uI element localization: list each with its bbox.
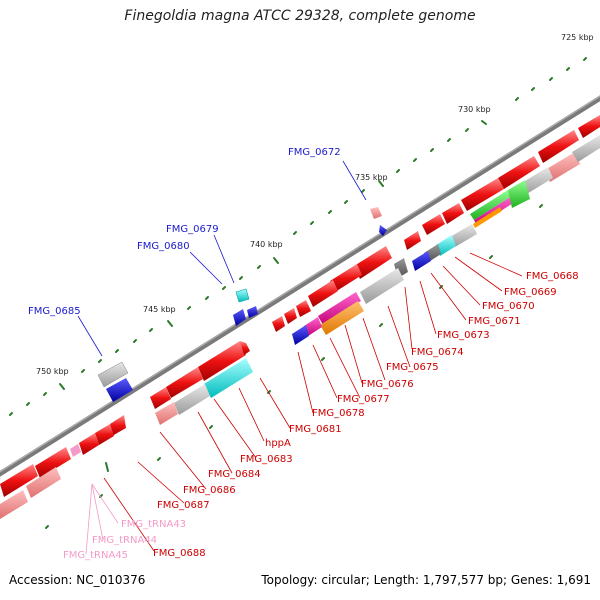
gene-fmg0685 [106, 378, 133, 402]
scale-label: 725 kbp [561, 33, 594, 42]
gene-label: FMG_0673 [437, 330, 490, 341]
scale-label: 730 kbp [458, 105, 491, 114]
gene-label: FMG_0678 [312, 408, 365, 419]
trna-label: FMG_tRNA43 [121, 519, 186, 530]
map-title: Finegoldia magna ATCC 29328, complete ge… [124, 8, 476, 24]
gene-small-pink [370, 207, 382, 219]
gene-label: FMG_0674 [411, 347, 464, 358]
gene-fmg0679 [235, 288, 250, 303]
trna-callouts [85, 483, 119, 555]
trna-label: FMG_tRNA44 [92, 535, 157, 546]
gene-label: FMG_0681 [289, 424, 342, 435]
gene-fmg0672 [379, 225, 387, 236]
scale-ticks-outer [9, 57, 587, 416]
scale-label: 750 kbp [36, 367, 69, 376]
gene-label: hppA [265, 438, 291, 449]
scale-label: 740 kbp [250, 240, 283, 249]
gene-label: FMG_0676 [361, 379, 414, 390]
gene-fmg0685-gray [97, 361, 129, 388]
gene-label: FMG_0669 [504, 287, 557, 298]
scale-label: 745 kbp [143, 305, 176, 314]
reverse-callouts [103, 252, 523, 552]
accession-text: Accession: NC_010376 [9, 573, 146, 587]
forward-strand-features [97, 207, 387, 402]
gene-label: FMG_0679 [166, 224, 219, 235]
trna-label: FMG_tRNA45 [63, 550, 128, 561]
gene-label: FMG_0683 [240, 454, 293, 465]
trna-labels: FMG_tRNA43 FMG_tRNA44 FMG_tRNA45 [63, 519, 186, 561]
gene-label: FMG_0688 [153, 548, 206, 559]
gene-label: FMG_0668 [526, 271, 579, 282]
gene-label: FMG_0675 [386, 362, 439, 373]
reverse-strand-features [0, 115, 600, 519]
genome-backbone [0, 95, 600, 477]
gene-label: FMG_0671 [468, 316, 521, 327]
gene-label: FMG_0672 [288, 147, 341, 158]
gene-label: FMG_0680 [137, 241, 190, 252]
gene-label: FMG_0684 [208, 469, 261, 480]
gene-label: FMG_0685 [28, 306, 81, 317]
forward-labels: FMG_0672 FMG_0679 FMG_0680 FMG_0685 [28, 147, 341, 317]
gene-label: FMG_0686 [183, 485, 236, 496]
genome-summary: Topology: circular; Length: 1,797,577 bp… [261, 573, 591, 587]
gene-fmg0680b [247, 306, 258, 318]
gene-label: FMG_0677 [337, 394, 390, 405]
scale-labels: 725 kbp 730 kbp 735 kbp 740 kbp 745 kbp … [36, 33, 594, 376]
reverse-labels: FMG_0668 FMG_0669 FMG_0670 FMG_0671 FMG_… [153, 271, 579, 559]
gene-label: FMG_0670 [482, 301, 535, 312]
scale-label: 735 kbp [355, 173, 388, 182]
forward-callouts [77, 160, 367, 357]
gene-fmg0680 [233, 309, 246, 326]
gene-label: FMG_0687 [157, 500, 210, 511]
